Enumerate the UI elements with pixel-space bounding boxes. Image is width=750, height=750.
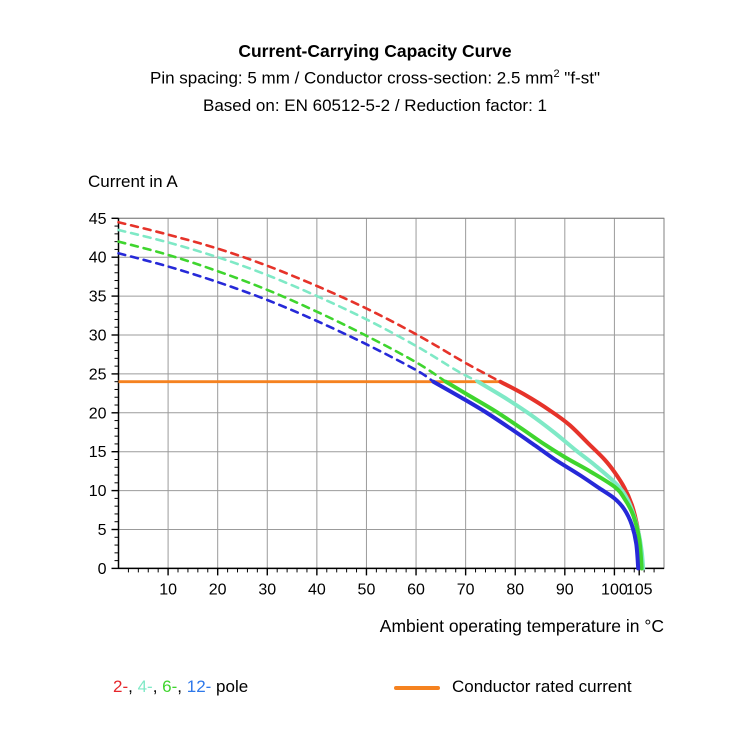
x-tick-label: 80 [506,581,524,598]
curve-dashed-6-pole [117,240,448,383]
legend-item-6-pole: 6- [162,677,178,696]
x-tick-label: 40 [308,581,326,598]
x-tick-label: 50 [358,581,376,598]
y-tick-label: 0 [98,561,107,578]
x-axis-title: Ambient operating temperature in °C [379,616,664,636]
x-tick-label: 70 [457,581,475,598]
y-tick-label: 45 [89,211,107,228]
curve-solid-12-pole [431,379,641,571]
x-tick-label: 100 [601,581,628,598]
y-tick-label: 25 [89,366,107,383]
chart-title: Current-Carrying Capacity Curve [238,41,512,61]
x-tick-label: 30 [258,581,276,598]
legend-item-12-pole: 12- [186,677,212,696]
x-tick-label: 105 [626,581,653,598]
y-tick-label: 20 [89,405,107,422]
y-axis-title: Current in A [88,172,178,191]
curve-dashed-4-pole [117,228,480,383]
x-tick-label: 10 [159,581,177,598]
x-tick-label: 20 [209,581,227,598]
curve-solid-6-pole [443,379,644,571]
x-tick-label: 60 [407,581,425,598]
legend-item-4-pole: 4- [137,677,153,696]
y-tick-label: 40 [89,250,107,267]
y-tick-label: 5 [98,522,107,539]
y-tick-label: 15 [89,444,107,461]
legend-separator: , [152,677,163,696]
y-tick-label: 30 [89,328,107,345]
legend-separator: , [177,677,187,696]
legend-pole-counts: 2-, 4-, 6-, 12- pole [113,677,248,697]
curve-dashed-12-pole [117,252,435,383]
legend-item-2-pole: 2- [113,677,129,696]
x-tick-label: 90 [556,581,574,598]
y-tick-label: 35 [89,289,107,306]
y-tick-label: 10 [89,483,107,500]
chart-subtitle-standard: Based on: EN 60512-5-2 / Reduction facto… [203,96,547,115]
plot-frame [118,217,665,569]
rated-current-label: Conductor rated current [452,677,632,696]
legend-pole-word: pole [211,677,249,696]
rated-current-line-swatch [394,686,440,690]
chart-subtitle-spec: Pin spacing: 5 mm / Conductor cross-sect… [150,68,600,88]
legend-separator: , [128,677,138,696]
curve-dashed-2-pole [117,220,502,383]
